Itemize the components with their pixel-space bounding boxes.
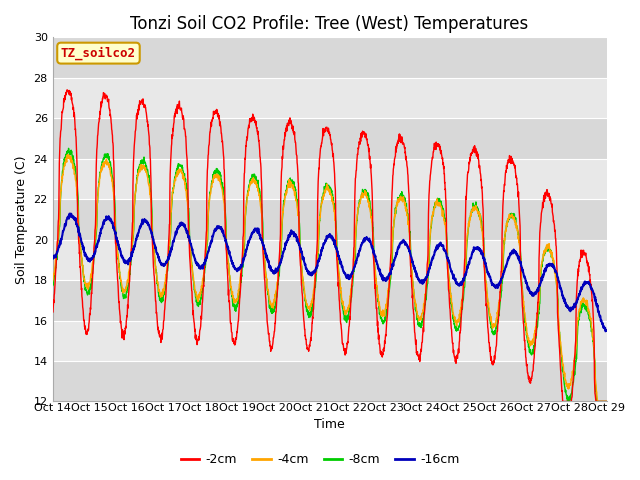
Bar [52,240,607,280]
Bar [52,78,607,118]
Bar [52,280,607,321]
Bar [52,159,607,199]
Text: TZ_soilco2: TZ_soilco2 [61,47,136,60]
Y-axis label: Soil Temperature (C): Soil Temperature (C) [15,155,28,284]
Bar [52,37,607,78]
Title: Tonzi Soil CO2 Profile: Tree (West) Temperatures: Tonzi Soil CO2 Profile: Tree (West) Temp… [131,15,529,33]
Bar [52,118,607,159]
Bar [52,321,607,361]
Legend: -2cm, -4cm, -8cm, -16cm: -2cm, -4cm, -8cm, -16cm [175,448,465,471]
Bar [52,361,607,401]
Bar [52,199,607,240]
X-axis label: Time: Time [314,419,345,432]
